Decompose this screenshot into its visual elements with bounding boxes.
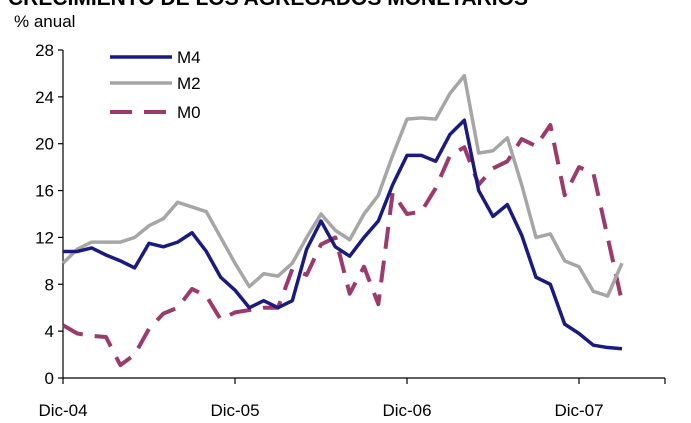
- legend-label: M0: [177, 103, 201, 122]
- x-tick-label: Dic-04: [38, 401, 87, 420]
- y-tick-label: 0: [45, 369, 54, 388]
- y-tick-label: 8: [45, 275, 54, 294]
- series-line: [61, 74, 624, 298]
- y-tick-label: 24: [35, 88, 54, 107]
- chart-title: CRECIMIENTO DE LOS AGREGADOS MONETARIOS: [8, 0, 528, 10]
- y-tick-label: 16: [35, 182, 54, 201]
- legend-label: M2: [177, 74, 201, 93]
- y-axis-label: % anual: [14, 12, 75, 31]
- legend-label: M4: [177, 48, 201, 67]
- y-tick-label: 4: [45, 322, 54, 341]
- x-tick-label: Dic-06: [382, 401, 431, 420]
- series-line: [63, 118, 623, 351]
- y-tick-label: 28: [35, 41, 54, 60]
- x-tick-label: Dic-07: [554, 401, 603, 420]
- series-line: [62, 122, 624, 368]
- y-tick-label: 12: [35, 228, 54, 247]
- y-tick-label: 20: [35, 135, 54, 154]
- x-tick-label: Dic-05: [210, 401, 259, 420]
